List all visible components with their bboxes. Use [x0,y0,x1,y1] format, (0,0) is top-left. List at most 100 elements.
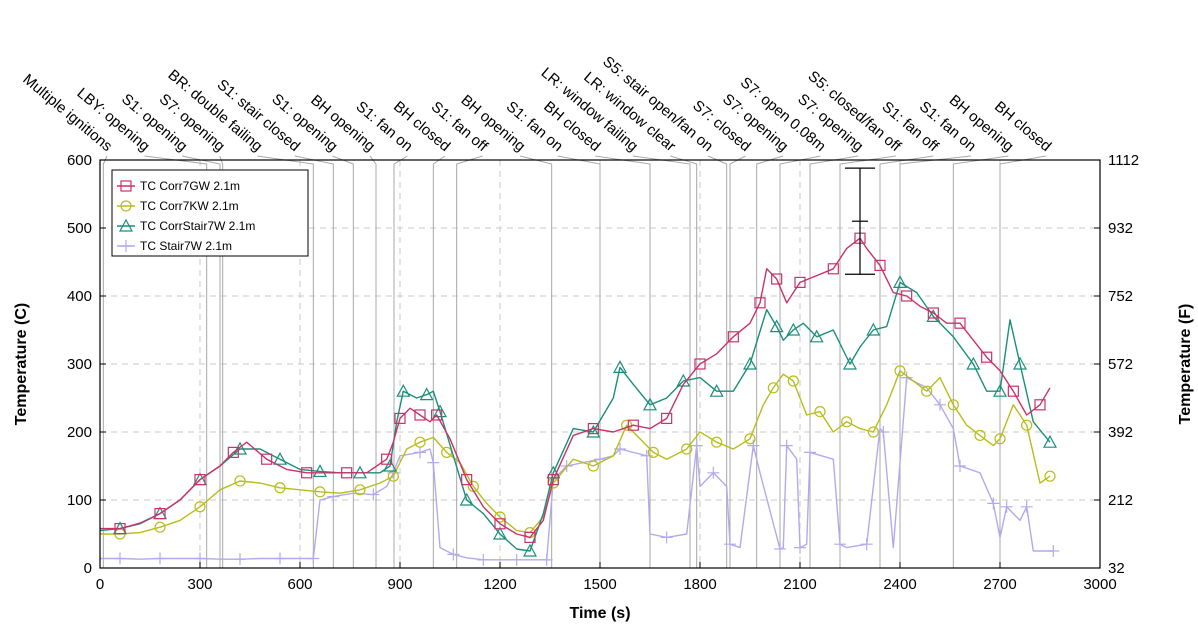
data-point [827,263,839,275]
x-tick-label: 600 [287,576,312,593]
data-point [771,273,783,285]
y2-tick-label: 392 [1108,424,1133,441]
series-3 [99,275,1058,557]
data-point [954,317,966,329]
data-point [747,439,760,452]
data-point [522,543,538,557]
y-tick-label: 600 [67,152,92,169]
data-point [431,409,443,421]
data-point [707,466,720,479]
event-line [294,155,334,568]
data-point [694,358,706,370]
data-point [120,200,132,212]
y-tick-label: 400 [67,288,92,305]
data-point [786,322,801,336]
y2-tick-label: 1112 [1108,152,1139,169]
data-point [492,526,508,540]
legend-label: TC Corr7GW 2.1m [140,179,240,193]
data-point [647,446,659,458]
data-point [892,275,908,288]
data-point [987,497,1000,510]
data-point [1044,470,1056,482]
data-point [547,474,559,486]
data-point [1034,399,1046,411]
y-tick-label: 100 [67,492,92,509]
data-point [510,553,523,566]
data-point [954,460,966,472]
event-line [393,155,408,568]
data-point [261,453,273,465]
data-point [120,240,132,252]
legend: TC Corr7GW 2.1m TC Corr7KW 2.1m TC CorrSta… [111,169,309,257]
x-tick-label: 1200 [483,576,516,593]
event-line [257,155,314,568]
data-point [540,553,553,566]
data-point [194,474,206,486]
data-point [314,486,326,498]
data-point [690,439,703,452]
data-point [274,482,286,494]
data-point [394,412,406,424]
data-point [661,412,673,424]
series-line [100,237,1051,539]
data-point [974,429,986,441]
y-tick-label: 500 [67,220,92,237]
data-point [419,387,434,401]
data-point [1000,500,1013,513]
data-point [114,552,126,565]
data-point [594,453,606,466]
data-point [981,351,993,363]
data-point [742,356,758,370]
event-line [182,155,221,568]
data-point [414,409,426,421]
data-point [586,424,601,438]
data-point [727,331,739,343]
data-point [877,426,890,438]
data-point [874,259,886,271]
data-point [841,416,853,428]
data-point [382,458,398,472]
data-point [459,492,474,506]
x-tick-label: 2400 [883,576,916,593]
series-line [99,281,1051,552]
data-point [724,538,736,551]
event-line [899,155,971,568]
event-line [219,155,224,568]
data-point [477,553,490,566]
event-line [779,155,821,568]
x-tick-label: 1800 [683,576,716,593]
data-point [860,538,873,551]
data-point [154,521,166,533]
data-point [660,531,673,544]
data-point [312,464,328,478]
event-line [456,155,483,568]
series-1 [100,232,1051,544]
y-tick-label: 300 [67,356,92,373]
x-axis-title: Time (s) [569,605,630,622]
data-point [432,404,448,418]
data-point [341,467,353,479]
data-point [794,276,806,288]
data-point [711,436,723,448]
data-point [804,446,816,459]
data-point [1020,500,1033,513]
y2-tick-label: 212 [1108,492,1133,509]
data-point [154,552,166,565]
event-line [809,155,859,568]
data-point [774,542,786,555]
event-line [670,155,698,568]
y2-tick-label: 932 [1108,220,1133,237]
event-line [729,155,746,568]
x-tick-label: 1500 [583,576,616,593]
event-line [432,155,446,568]
event-line [632,155,691,568]
data-point [934,398,946,411]
data-point [272,451,288,465]
data-point [461,474,473,486]
data-point [894,365,906,377]
event-line [520,155,553,568]
data-point [234,475,246,487]
event-line [595,155,651,568]
data-point [794,541,806,554]
